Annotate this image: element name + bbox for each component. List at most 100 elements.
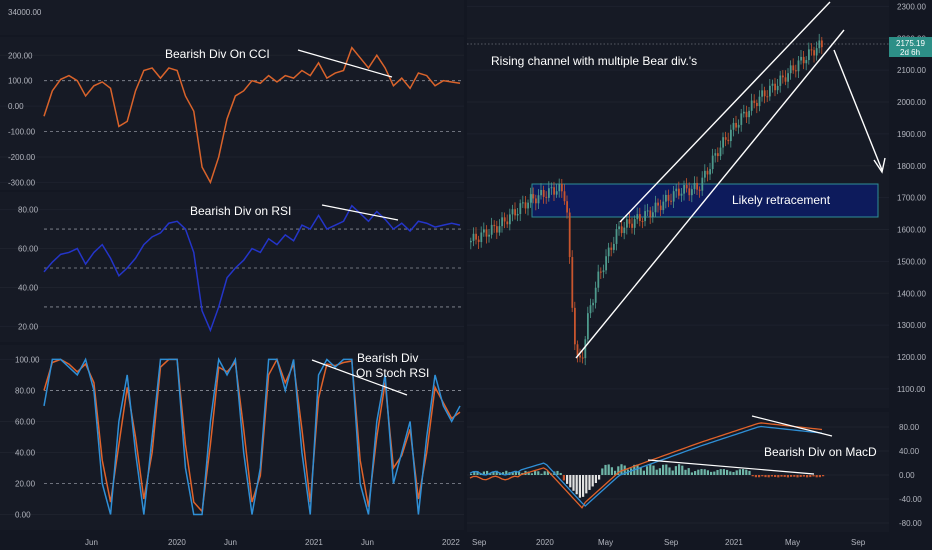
candle-body	[792, 65, 795, 71]
candle-body	[771, 83, 774, 86]
current-price-value: 2175.19	[896, 39, 925, 48]
macd-hist-bar	[546, 471, 549, 475]
candle-body	[501, 217, 503, 227]
macd-hist-bar	[732, 472, 735, 475]
candle-body	[795, 70, 797, 72]
macd-hist-bar	[681, 465, 684, 475]
zone-annotation: Likely retracement	[732, 193, 831, 207]
candle-body	[620, 226, 623, 234]
macd-hist-bar	[537, 471, 540, 475]
stoch-tick-0: 100.00	[15, 355, 40, 364]
candle-body	[654, 202, 657, 213]
macd-hist-bar	[604, 464, 607, 475]
candle-body	[641, 220, 644, 222]
macd-hist-bar	[700, 469, 703, 475]
macd-signal-line	[469, 422, 823, 509]
price-tick-6: 1700.00	[897, 194, 926, 203]
candle-body	[774, 83, 776, 91]
candle-body	[542, 189, 545, 197]
macd-hist-bar	[642, 470, 645, 475]
candle-body	[722, 137, 724, 148]
candle-body	[561, 183, 563, 192]
candle-body	[496, 226, 498, 233]
candle-body	[761, 90, 763, 97]
cci-tick-3: -100.00	[8, 128, 36, 137]
macd-hist-bar	[745, 469, 748, 475]
macd-hist-bar	[722, 469, 725, 475]
macd-hist-bar	[482, 471, 485, 475]
candle-body	[701, 177, 704, 191]
macd-hist-bar	[806, 475, 809, 478]
candle-body	[719, 147, 722, 157]
macd-line	[469, 425, 823, 507]
macd-hist-bar	[575, 475, 578, 495]
candle-body	[548, 188, 550, 198]
macd-panel: Bearish Div on MacD 80.00 40.00 0.00 -40.00…	[467, 412, 922, 532]
left-time-label-5: 2022	[442, 538, 460, 547]
macd-hist-bar	[505, 470, 508, 475]
macd-hist-bar	[511, 472, 514, 475]
macd-tick-1: 40.00	[899, 447, 920, 456]
macd-hist-bar	[649, 464, 652, 475]
candle-body	[509, 214, 511, 225]
macd-hist-bar	[796, 475, 799, 478]
candle-body	[511, 209, 514, 215]
candle-body	[782, 75, 784, 78]
candle-body	[639, 214, 641, 221]
macd-hist-bar	[617, 466, 620, 475]
candle-body	[610, 247, 613, 250]
macd-hist-bar	[780, 475, 783, 477]
candle-body	[574, 307, 576, 345]
macd-tick-4: -80.00	[899, 519, 922, 528]
projection-arrow-head	[873, 157, 886, 174]
macd-hist-bar	[489, 472, 492, 475]
candle-body	[758, 96, 761, 107]
candle-body	[532, 194, 535, 199]
price-tick-3: 2000.00	[897, 98, 926, 107]
macd-hist-bar	[620, 464, 623, 475]
stoch-annotation-line1: Bearish Div	[357, 351, 418, 365]
macd-hist-bar	[678, 464, 681, 475]
macd-hist-bar	[594, 475, 597, 484]
rsi-tick-0: 80.00	[18, 206, 39, 215]
candle-body	[503, 217, 506, 222]
candle-body	[475, 233, 477, 240]
price-tick-11: 1200.00	[897, 353, 926, 362]
candle-body	[524, 202, 527, 209]
macd-hist-bar	[754, 475, 757, 478]
candle-body	[493, 224, 496, 227]
candle-body	[717, 153, 719, 157]
candle-body	[506, 221, 509, 225]
price-tick-7: 1600.00	[897, 226, 926, 235]
candle-body	[818, 40, 821, 49]
candle-body	[711, 155, 714, 170]
candle-body	[797, 60, 800, 72]
price-tick-0: 2300.00	[897, 2, 926, 11]
macd-hist-bar	[610, 467, 613, 475]
candle-body	[472, 233, 475, 241]
macd-hist-bar	[818, 475, 821, 478]
macd-hist-bar	[585, 475, 588, 494]
macd-hist-bar	[706, 470, 709, 475]
channel-lower-line	[575, 29, 845, 359]
macd-hist-bar	[655, 469, 658, 475]
candle-body	[683, 185, 685, 194]
candle-body	[594, 287, 597, 303]
candle-body	[750, 100, 753, 111]
candle-body	[566, 201, 568, 213]
candle-body	[589, 305, 592, 314]
macd-hist-bar	[662, 464, 665, 475]
candle-body	[568, 212, 571, 258]
cci-series-line	[43, 46, 461, 185]
candle-body	[587, 313, 589, 340]
macd-hist-bar	[591, 475, 594, 487]
candle-body	[743, 111, 745, 114]
rsi-panel: 80.00 60.00 40.00 20.00 Bearish Div on RSI	[0, 192, 464, 342]
right-time-label-0: Sep	[472, 538, 487, 547]
price-tick-8: 1500.00	[897, 257, 926, 266]
candle-body	[555, 191, 558, 195]
macd-hist-bar	[770, 475, 773, 477]
macd-hist-bar	[495, 470, 498, 475]
candle-body	[805, 60, 808, 64]
